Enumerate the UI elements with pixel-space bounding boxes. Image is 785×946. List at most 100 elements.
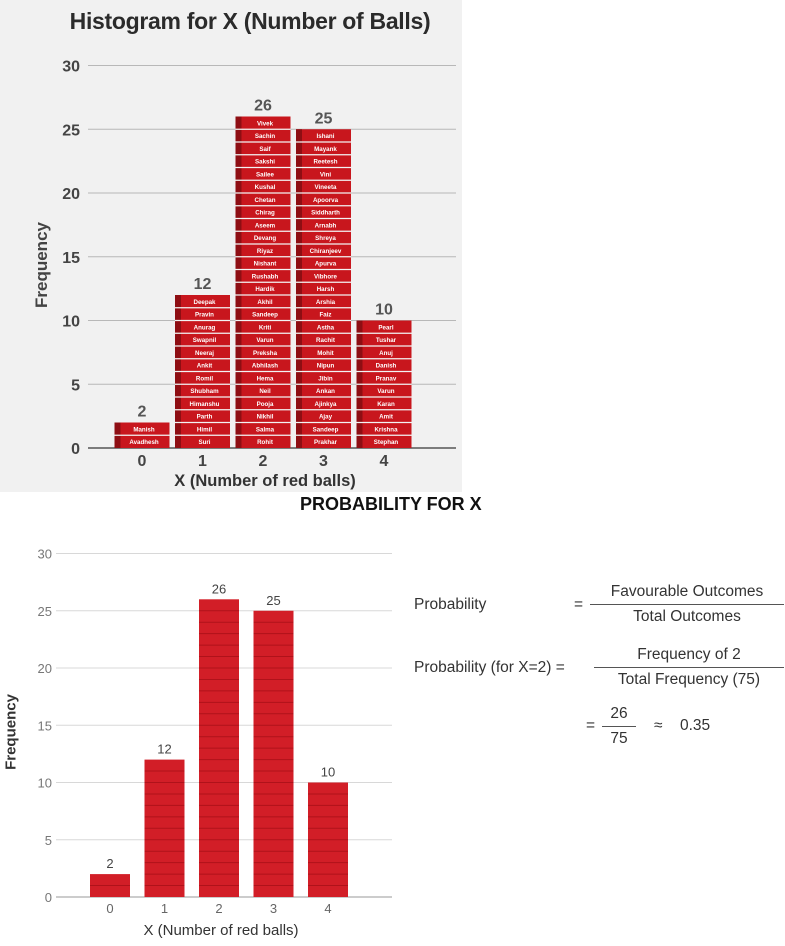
- formula-line1-label: Probability: [414, 596, 487, 613]
- formula-line2-numerator: Frequency of 2: [637, 646, 741, 663]
- bar-name-label: Karan: [377, 401, 395, 408]
- bottom-x-tick-label: 2: [215, 901, 222, 916]
- bar-name-label: Rohit: [257, 439, 273, 446]
- top-x-tick-label: 4: [380, 453, 389, 470]
- bar-name-label: Sandeep: [252, 312, 278, 319]
- bar-name-label: Manish: [133, 426, 155, 433]
- bar-name-label: Jibin: [318, 375, 333, 382]
- top-y-tick-label: 5: [71, 377, 80, 394]
- bottom-y-axis-label: Frequency: [2, 694, 20, 770]
- bar-name-label: Sakshi: [255, 159, 275, 166]
- bar-name-label: Neil: [259, 388, 271, 395]
- top-y-tick-label: 25: [62, 122, 80, 139]
- bar-name-label: Faiz: [319, 312, 331, 319]
- bar-name-label: Amit: [379, 414, 393, 421]
- bar-name-label: Ankan: [316, 388, 335, 395]
- bottom-y-tick-label: 10: [38, 776, 52, 791]
- bottom-bar: [253, 610, 294, 897]
- bar-name-label: Rachit: [316, 337, 335, 344]
- formula-result: 0.35: [680, 717, 711, 734]
- bar-name-label: Anuj: [379, 350, 393, 357]
- top-y-tick-label: 0: [71, 441, 80, 458]
- bar-name-label: Aseem: [255, 222, 276, 229]
- bottom-data-label: 25: [266, 593, 280, 608]
- formula-line3-denominator: 75: [610, 730, 628, 747]
- top-x-tick-label: 2: [259, 453, 268, 470]
- bar-name-label: Sailee: [256, 171, 274, 178]
- bottom-y-tick-label: 20: [38, 661, 52, 676]
- bottom-y-tick-label: 0: [45, 890, 52, 905]
- bar-name-label: Neeraj: [195, 350, 214, 357]
- bar-name-label: Apurva: [315, 261, 337, 268]
- bar-name-label: Pranav: [376, 375, 397, 382]
- top-data-label: 10: [375, 302, 393, 319]
- bar-name-label: Deepak: [193, 299, 216, 306]
- bottom-data-label: 12: [157, 742, 171, 757]
- bar-name-label: Astha: [317, 324, 335, 331]
- bar-name-label: Riyaz: [257, 248, 273, 255]
- top-bar-shade: [296, 129, 302, 448]
- bottom-x-tick-label: 3: [270, 901, 277, 916]
- bar-name-label: Reetesh: [313, 159, 337, 166]
- bottom-x-tick-label: 4: [324, 901, 331, 916]
- bar-name-label: Abhilash: [252, 363, 278, 370]
- bottom-y-tick-label: 5: [45, 833, 52, 848]
- bar-name-label: Himanshu: [190, 401, 220, 408]
- bar-name-label: Ishani: [317, 133, 335, 140]
- bar-name-label: Vineeta: [315, 184, 337, 191]
- bottom-y-tick-label: 15: [38, 718, 52, 733]
- top-y-tick-label: 20: [62, 186, 80, 203]
- bar-name-label: Varun: [256, 337, 273, 344]
- bar-name-label: Swapnil: [193, 337, 217, 344]
- formula-approx-sign: ≈: [654, 717, 663, 734]
- bar-name-label: Ajinkya: [314, 401, 337, 408]
- bar-name-label: Nikhil: [257, 414, 274, 421]
- bar-name-label: Danish: [376, 363, 397, 370]
- formula-line3-numerator: 26: [610, 705, 628, 722]
- bar-name-label: Nishant: [254, 261, 277, 268]
- top-x-tick-label: 0: [138, 453, 147, 470]
- bar-name-label: Shreya: [315, 235, 336, 242]
- bar-name-label: Devang: [254, 235, 277, 242]
- bottom-x-axis-label: X (Number of red balls): [143, 922, 299, 939]
- formula-fraction-1: Favourable Outcomes Total Outcomes: [590, 583, 784, 626]
- bar-name-label: Nipun: [317, 363, 335, 370]
- bottom-x-tick-label: 1: [161, 901, 168, 916]
- top-data-label: 12: [194, 276, 212, 293]
- top-y-tick-label: 10: [62, 314, 80, 331]
- bar-name-label: Parth: [197, 414, 213, 421]
- bar-name-label: Sachin: [255, 133, 276, 140]
- top-bar: [296, 129, 351, 448]
- top-y-tick-label: 30: [62, 59, 80, 76]
- fraction-bar: [602, 726, 636, 727]
- bar-name-label: Suri: [198, 439, 210, 446]
- top-x-tick-label: 1: [198, 453, 207, 470]
- bar-name-label: Chirag: [255, 210, 275, 217]
- formula-line1-equals: =: [574, 596, 584, 613]
- bottom-x-tick-label: 0: [106, 901, 113, 916]
- bar-name-label: Preksha: [253, 350, 278, 357]
- bar-name-label: Mohit: [317, 350, 334, 357]
- bar-name-label: Tushar: [376, 337, 397, 344]
- bar-name-label: Hema: [257, 375, 274, 382]
- bar-name-label: Pravin: [195, 312, 214, 319]
- bottom-y-tick-label: 30: [38, 547, 52, 562]
- top-data-label: 26: [254, 98, 272, 115]
- bar-name-label: Varun: [377, 388, 394, 395]
- bar-name-label: Arshia: [316, 299, 336, 306]
- bar-name-label: Kushal: [255, 184, 276, 191]
- bar-name-label: Romil: [196, 375, 213, 382]
- formula-line1-numerator: Favourable Outcomes: [610, 583, 764, 600]
- bar-name-label: Saif: [259, 146, 271, 153]
- bottom-data-label: 2: [106, 856, 113, 871]
- bar-name-label: Sandeep: [313, 426, 339, 433]
- bar-name-label: Prakhar: [314, 439, 338, 446]
- bottom-chart-title: PROBABILITY FOR X: [300, 494, 482, 514]
- bar-name-label: Ankit: [197, 363, 212, 370]
- formula-line3-equals: =: [586, 717, 596, 734]
- fraction-bar: [590, 604, 784, 605]
- bar-name-label: Rushabh: [252, 273, 279, 280]
- bar-name-label: Chetan: [255, 197, 276, 204]
- bottom-data-label: 10: [321, 765, 335, 780]
- bar-name-label: Apoorva: [313, 197, 339, 204]
